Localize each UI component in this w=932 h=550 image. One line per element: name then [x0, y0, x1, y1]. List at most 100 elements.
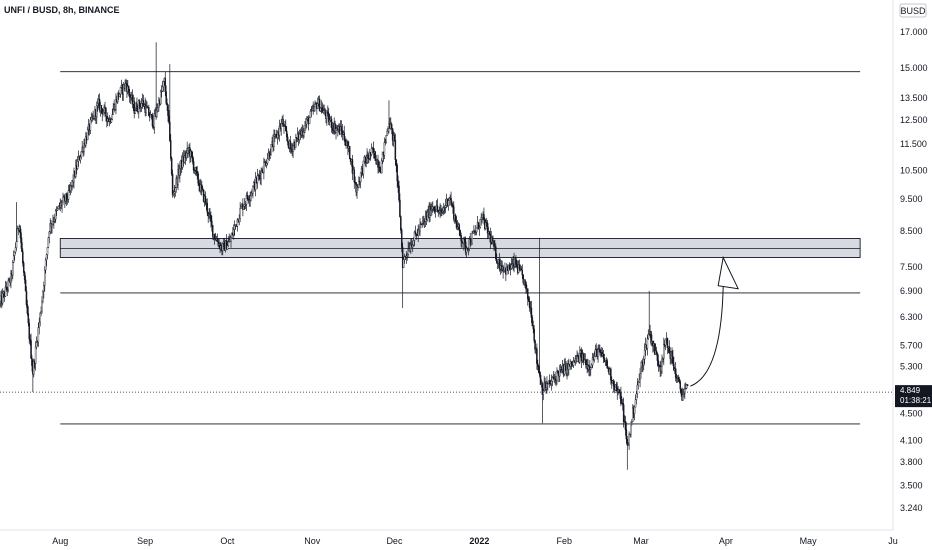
- candle-body: [568, 363, 570, 370]
- candle-body: [71, 180, 73, 186]
- candle-body: [593, 356, 596, 360]
- candle-body: [615, 384, 618, 389]
- candle-body: [151, 115, 154, 127]
- candle-body: [20, 232, 22, 243]
- candle-body: [421, 223, 423, 225]
- candle-body: [629, 433, 631, 435]
- candle-body: [54, 210, 57, 220]
- candle-body: [252, 186, 254, 194]
- candle-body: [686, 384, 689, 387]
- candle-body: [53, 220, 55, 222]
- candle-body: [440, 209, 442, 212]
- candles: [0, 42, 689, 470]
- candle-body: [460, 235, 462, 242]
- price-tick-label: 6.300: [900, 312, 923, 322]
- candle-body: [12, 262, 14, 276]
- candle-body: [458, 224, 461, 231]
- candle-body: [317, 103, 319, 109]
- candle-body: [374, 151, 377, 161]
- candle-body: [6, 289, 9, 291]
- candle-body: [485, 222, 488, 224]
- candle-body: [469, 239, 471, 246]
- candle-body: [198, 183, 200, 186]
- candle-body: [684, 388, 687, 390]
- candle-body: [634, 399, 637, 408]
- candle-body: [155, 108, 157, 117]
- candle-body: [411, 244, 414, 248]
- currency-label[interactable]: BUSD: [900, 6, 926, 16]
- candle-body: [364, 156, 366, 161]
- candle-body: [401, 230, 403, 248]
- candle-body: [285, 130, 288, 138]
- candle-body: [685, 384, 688, 389]
- candle-body: [244, 203, 247, 205]
- time-tick-label: Ju: [888, 536, 898, 546]
- candle-body: [520, 268, 523, 271]
- candle-body: [179, 168, 181, 176]
- projection-arrow-shaft[interactable]: [690, 286, 724, 387]
- candle-body: [545, 387, 547, 390]
- candle-body: [556, 370, 558, 382]
- candle-body: [233, 225, 236, 230]
- projection-arrow[interactable]: [690, 255, 740, 387]
- candle-body: [79, 156, 82, 161]
- candle-body: [624, 421, 627, 430]
- candle-body: [671, 350, 673, 357]
- candle-body: [66, 199, 69, 201]
- candle-body: [96, 103, 99, 106]
- candle-body: [239, 208, 241, 219]
- candle-body: [527, 298, 530, 302]
- candle-body: [480, 217, 482, 220]
- candle-body: [597, 349, 599, 357]
- price-axis[interactable]: 17.000 15.000 13.500 12.500 11.500 10.500 9.50…: [892, 0, 932, 530]
- candle-body: [102, 111, 104, 115]
- candle-body: [112, 109, 114, 115]
- candle-body: [550, 381, 553, 385]
- candle-body: [85, 136, 87, 146]
- candle-body: [247, 198, 250, 201]
- price-tick-label: 4.500: [900, 409, 923, 419]
- candle-body: [582, 353, 585, 363]
- candle-body: [679, 381, 682, 390]
- candle-body: [145, 105, 147, 113]
- candle-body: [579, 353, 581, 363]
- candle-body: [248, 199, 251, 201]
- projection-arrow-head[interactable]: [717, 255, 740, 290]
- candle-body: [399, 199, 401, 217]
- candle-body: [442, 210, 444, 213]
- support-resistance-zone[interactable]: [59, 238, 861, 258]
- candle-body: [167, 104, 169, 116]
- candle-body: [544, 382, 546, 390]
- candle-body: [115, 98, 117, 110]
- candle-body: [448, 197, 450, 201]
- time-tick-label: Dec: [386, 536, 403, 546]
- candle-body: [356, 185, 358, 193]
- candle-body: [515, 257, 517, 266]
- time-axis[interactable]: Aug Sep Oct Nov Dec 2022 Feb Mar Apr May Ju: [0, 529, 898, 550]
- candle-body: [31, 358, 33, 366]
- candle-body: [422, 221, 424, 224]
- candle-body: [577, 355, 579, 358]
- currency-label-box[interactable]: [899, 3, 927, 18]
- candle-body: [100, 105, 103, 110]
- horizontal-levels[interactable]: [60, 71, 861, 425]
- candle-body: [612, 380, 615, 387]
- candle-body: [51, 223, 53, 228]
- candle-body: [672, 356, 674, 365]
- candle-body: [621, 403, 624, 405]
- candle-body: [265, 163, 268, 166]
- candle-body: [21, 242, 23, 252]
- candle-body: [682, 394, 684, 401]
- candle-body: [210, 215, 212, 222]
- candle-body: [270, 144, 272, 156]
- candle-body: [98, 98, 101, 111]
- candle-body: [461, 240, 463, 243]
- candle-body: [56, 208, 59, 211]
- candle-body: [231, 233, 233, 238]
- candle-body: [605, 359, 608, 361]
- candle-body: [618, 389, 620, 393]
- candle-body: [590, 367, 592, 370]
- candle-body: [263, 162, 265, 173]
- candle-body: [527, 288, 529, 300]
